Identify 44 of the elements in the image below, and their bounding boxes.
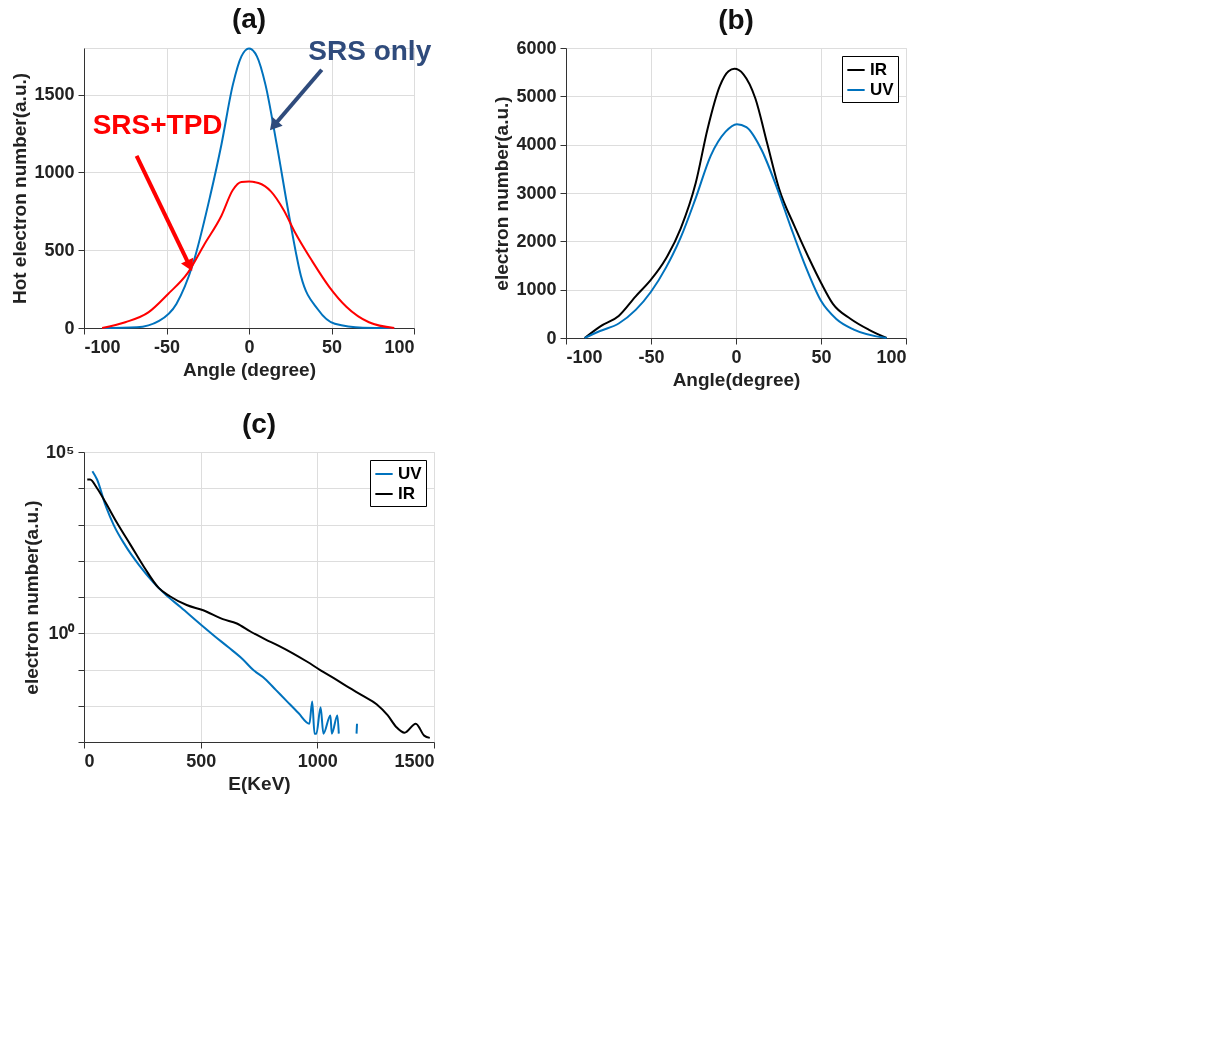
- y-tick-label: 1500: [34, 84, 75, 105]
- y-tick-label: 1000: [516, 279, 557, 300]
- x-tick-label: 1500: [394, 750, 435, 771]
- y-tick-label: 3000: [516, 182, 557, 203]
- y-tick-label: 10⁵: [46, 441, 75, 462]
- line-series: [101, 180, 396, 329]
- y-tick-label: 1000: [34, 161, 75, 182]
- y-tick-label: 2000: [516, 230, 557, 251]
- y-axis-title: electron number(a.u.): [21, 500, 43, 695]
- legend-label: IR: [398, 484, 415, 503]
- annotation: SRS+TPD: [92, 108, 223, 140]
- x-tick-label: 100: [384, 336, 415, 357]
- x-tick-label: 1000: [297, 750, 338, 771]
- x-tick-label: -50: [153, 336, 181, 357]
- y-tick-label: 6000: [516, 37, 557, 58]
- y-tick-label: 0: [64, 317, 75, 338]
- y-tick-label: 500: [44, 239, 75, 260]
- legend-label: UV: [398, 464, 423, 483]
- x-tick-label: 0: [731, 346, 742, 367]
- legend-label: IR: [870, 60, 887, 79]
- x-axis-title: Angle (degree): [182, 358, 317, 380]
- line-series: [583, 123, 888, 339]
- chart-title: (a): [231, 2, 267, 34]
- x-tick-label: 100: [876, 346, 907, 367]
- annotation: SRS only: [308, 34, 432, 66]
- y-tick-label: 10⁰: [48, 622, 76, 643]
- chart-title: (c): [241, 408, 277, 439]
- y-tick-label: 5000: [516, 85, 557, 106]
- legend-label: UV: [870, 80, 895, 99]
- y-tick-label: 4000: [516, 134, 557, 155]
- y-axis-title: electron number(a.u.): [491, 96, 513, 291]
- x-axis-title: Angle(degree): [672, 368, 801, 390]
- x-tick-label: 50: [811, 346, 832, 367]
- x-tick-label: -50: [638, 346, 665, 367]
- x-axis-title: E(KeV): [228, 772, 291, 794]
- x-tick-label: 0: [244, 336, 255, 357]
- line-series: [86, 478, 431, 739]
- x-tick-label: 500: [186, 750, 217, 771]
- x-tick-label: -100: [566, 346, 603, 367]
- x-tick-label: -100: [84, 336, 121, 357]
- x-tick-label: 0: [84, 750, 95, 771]
- x-tick-label: 50: [321, 336, 343, 357]
- y-axis-title: Hot electron number(a.u.): [9, 72, 31, 305]
- chart-title: (b): [718, 4, 754, 35]
